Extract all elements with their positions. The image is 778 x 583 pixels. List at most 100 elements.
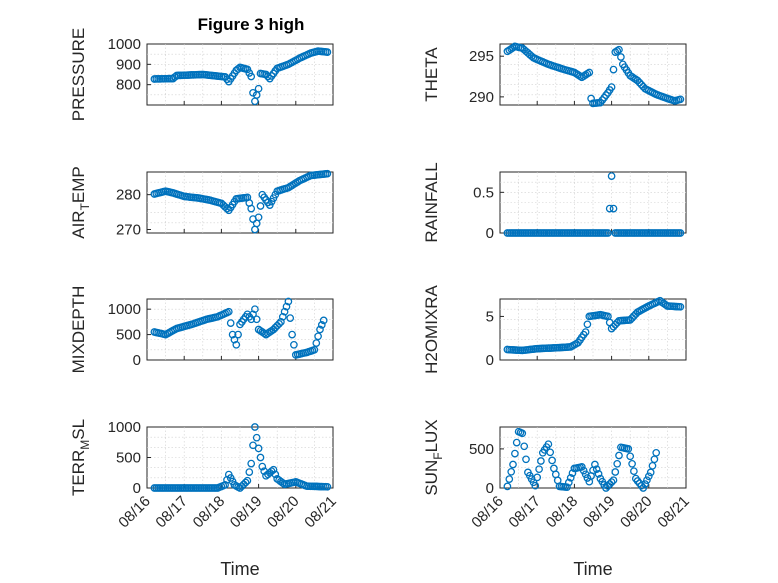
data-point [652, 448, 661, 457]
x-tick-label: 08/18 [543, 493, 582, 532]
data-point [604, 229, 612, 237]
data-point [252, 433, 261, 442]
data-point [247, 315, 256, 324]
data-point [319, 316, 328, 325]
data-point [288, 330, 296, 339]
data-point [509, 43, 517, 52]
data-point [626, 452, 635, 461]
data-point [607, 83, 616, 91]
data-point [323, 169, 332, 178]
subplot-3: 280 270 AIRTEMP [69, 166, 334, 239]
y-tick-label: 290 [469, 89, 494, 106]
data-point [310, 345, 319, 354]
subplot-4: 0.5 0 RAINFALL [422, 162, 687, 243]
data-point [594, 470, 603, 478]
y-tick-label: 1000 [108, 36, 141, 53]
data-point [254, 444, 263, 453]
data-point [639, 484, 648, 492]
grid [500, 299, 686, 360]
x-tick-label: 08/20 [617, 493, 656, 532]
y-axis-label: AIRTEMP [69, 166, 92, 239]
data-point [249, 441, 257, 450]
data-point [624, 445, 633, 453]
data-point [316, 325, 324, 334]
data-point [533, 473, 542, 482]
data-point [676, 95, 685, 104]
y-tick-label: 0 [486, 480, 494, 497]
data-point [531, 481, 540, 490]
data-point [520, 442, 529, 451]
data-point [544, 440, 553, 449]
y-axis-label: SUNFLUX [422, 419, 445, 495]
data-point [247, 204, 256, 213]
data-point [230, 335, 239, 344]
data-point [676, 302, 685, 311]
data-point [509, 460, 517, 469]
series-points [150, 297, 328, 359]
data-point [548, 456, 556, 465]
data-point [535, 465, 543, 474]
y-tick-label: 500 [116, 327, 141, 344]
subplot-2: 295 290 THETA [422, 42, 687, 108]
data-point [282, 302, 291, 311]
data-point [234, 330, 242, 339]
x-tick-label: 08/21 [301, 493, 340, 532]
data-point [249, 310, 257, 319]
data-point [247, 72, 256, 81]
data-point [252, 315, 261, 324]
series-points [503, 42, 685, 108]
data-point [592, 465, 601, 474]
data-point [247, 459, 256, 468]
subplot-5: 1000 500 0 MIXDEPTH [69, 286, 334, 373]
y-axis-label: TERRMSL [69, 419, 92, 496]
data-point [290, 340, 298, 349]
data-point [234, 65, 242, 73]
data-point [633, 76, 642, 85]
data-point [223, 204, 231, 213]
data-point [546, 448, 555, 457]
data-point [587, 94, 595, 103]
data-point [611, 468, 620, 476]
y-tick-label: 0 [486, 352, 494, 369]
data-point [591, 460, 599, 469]
y-axis-label: THETA [422, 47, 441, 102]
data-point [564, 478, 573, 487]
data-point [232, 340, 241, 349]
data-point [507, 467, 516, 476]
figure-title: Figure 3 high [198, 15, 305, 34]
y-tick-label: 900 [116, 56, 141, 73]
data-point [609, 65, 618, 74]
series-points [503, 296, 685, 355]
data-point [581, 328, 590, 336]
x-axis-label: Time [573, 559, 612, 579]
data-point [577, 463, 586, 471]
series-points [150, 47, 332, 106]
y-tick-label: 0 [133, 480, 141, 497]
y-tick-label: 0 [133, 352, 141, 369]
data-point [224, 307, 233, 316]
y-tick-label: 270 [116, 222, 141, 239]
data-point [254, 213, 263, 222]
y-tick-label: 500 [116, 450, 141, 467]
series-points [150, 169, 332, 234]
data-point [537, 457, 545, 465]
y-tick-label: 1000 [108, 301, 141, 318]
y-tick-label: 500 [469, 441, 494, 458]
data-point [605, 204, 614, 213]
data-point [275, 319, 283, 328]
data-point [613, 47, 622, 55]
data-point [269, 465, 278, 474]
x-tick-label: 08/21 [654, 493, 693, 532]
series-points [150, 423, 332, 492]
y-tick-label: 0.5 [473, 184, 494, 201]
data-point [254, 84, 263, 93]
data-point [271, 470, 280, 479]
data-point [605, 480, 614, 488]
data-point [633, 477, 642, 485]
y-tick-label: 1000 [108, 419, 141, 436]
data-point [226, 319, 235, 327]
data-point [583, 320, 592, 329]
y-axis-label: H2OMIXRA [422, 284, 441, 373]
data-point [241, 478, 250, 487]
